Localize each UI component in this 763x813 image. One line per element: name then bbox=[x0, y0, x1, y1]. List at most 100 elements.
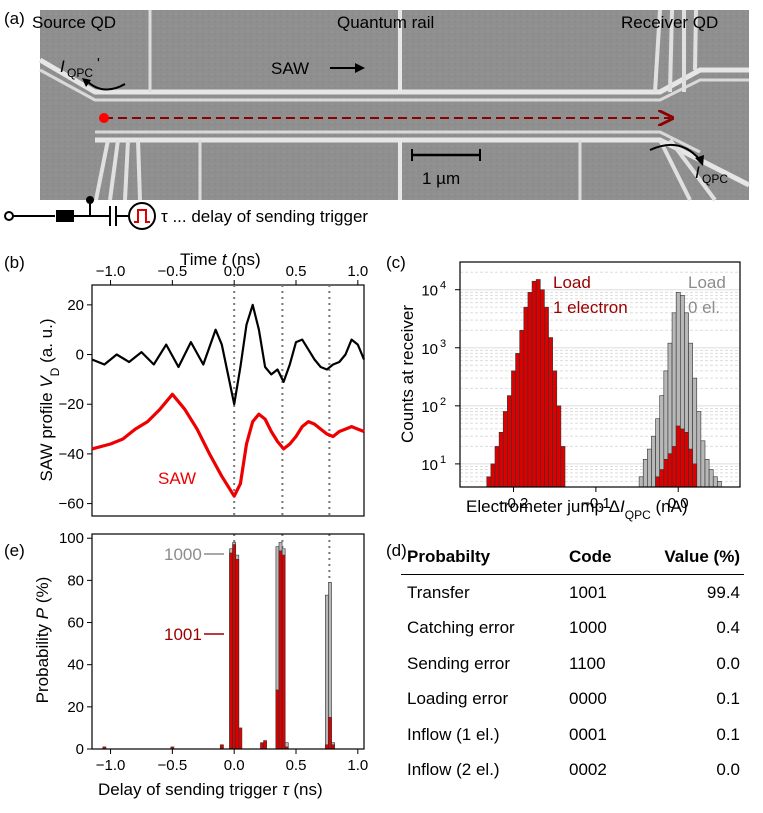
y-tick-exponent: 1 bbox=[440, 454, 446, 466]
row-value: 99.4 bbox=[706, 582, 740, 602]
row-label: Inflow (1 el.) bbox=[407, 724, 500, 744]
bar-load-1 bbox=[535, 279, 541, 488]
bar-load-1 bbox=[502, 411, 508, 488]
panel-label-b: (b) bbox=[4, 253, 25, 272]
table-row: Sending error 1100 0.0 bbox=[401, 646, 744, 682]
row-code: 1000 bbox=[569, 618, 607, 638]
row-label: Sending error bbox=[407, 653, 511, 673]
x-tick-label: −0.5 bbox=[158, 757, 188, 774]
bar-1001 bbox=[275, 689, 280, 750]
header-probability: Probabilty bbox=[407, 547, 491, 566]
y-tick-label: 0 bbox=[76, 347, 84, 364]
y-tick-label: −40 bbox=[59, 446, 84, 463]
row-code: 0001 bbox=[569, 724, 607, 744]
bar-load-1 bbox=[507, 395, 512, 488]
row-code: 0000 bbox=[569, 689, 607, 709]
bar-load-0 bbox=[651, 435, 656, 488]
annotation-1000: 1000 bbox=[164, 545, 202, 564]
x-tick-label: 0.5 bbox=[286, 263, 307, 280]
trigger-circuit bbox=[4, 196, 156, 230]
row-code: 1100 bbox=[569, 653, 606, 673]
y-tick-label: −60 bbox=[59, 496, 84, 513]
header-value: Value (%) bbox=[664, 547, 740, 566]
svg-text:QPC: QPC bbox=[67, 66, 93, 80]
y-tick-label: 10 bbox=[421, 457, 438, 474]
bar-load-1 bbox=[671, 446, 677, 488]
y-tick-label: 40 bbox=[67, 657, 84, 674]
y-tick-label: −20 bbox=[59, 396, 84, 413]
bar-load-1 bbox=[688, 448, 693, 488]
row-value: 0.4 bbox=[716, 618, 740, 638]
bar-load-1 bbox=[539, 289, 545, 488]
x-tick-label: −0.1 bbox=[581, 495, 611, 512]
row-value: 0.1 bbox=[716, 689, 740, 709]
table-row: Loading error 0000 0.1 bbox=[401, 682, 744, 718]
series-saw-line bbox=[91, 392, 365, 498]
chart-b-saw-profile: −1.0 −0.5 0.0 0.5 1.0 20 0 −20 −40 −60 Time t (ns)… bbox=[37, 250, 368, 517]
series-saw-label: SAW bbox=[158, 469, 196, 488]
bar-load-1 bbox=[548, 337, 553, 488]
trigger-caption: τ ... delay of sending trigger bbox=[161, 207, 368, 226]
sem-image bbox=[38, 9, 751, 202]
x-axis-label-top: Time t (ns) bbox=[180, 250, 261, 269]
bar-1001 bbox=[281, 554, 286, 750]
bar-load-1 bbox=[684, 432, 689, 488]
x-tick-label: −1.0 bbox=[96, 263, 126, 280]
bar-1001 bbox=[263, 740, 267, 750]
bar-load-1 bbox=[659, 469, 665, 488]
y-tick-exponent: 4 bbox=[440, 280, 446, 292]
bar-load-1 bbox=[679, 428, 685, 488]
rail-label: Quantum rail bbox=[337, 13, 434, 32]
svg-text:': ' bbox=[97, 55, 100, 72]
bar-load-0 bbox=[700, 440, 706, 488]
plot-frame bbox=[91, 533, 365, 750]
svg-text:I: I bbox=[695, 163, 700, 182]
bar-1001 bbox=[328, 717, 332, 750]
row-value: 0.1 bbox=[716, 724, 740, 744]
x-axis-label: Electrometer jump ΔIQPC (nA) bbox=[466, 497, 688, 522]
x-tick-label: 0.0 bbox=[668, 495, 689, 512]
bar-load-1 bbox=[494, 446, 500, 488]
y-tick-label: 0 bbox=[76, 741, 84, 758]
bar-1001 bbox=[238, 727, 243, 750]
x-axis-label: Delay of sending trigger τ (ns) bbox=[98, 780, 323, 799]
y-tick-label: 60 bbox=[67, 615, 84, 632]
series-drive-line bbox=[91, 303, 366, 406]
bar-load-1 bbox=[556, 405, 562, 488]
x-tick-label: 1.0 bbox=[347, 263, 368, 280]
svg-text:QPC: QPC bbox=[702, 172, 728, 186]
bar-load-0 bbox=[647, 448, 652, 488]
bar-load-1 bbox=[552, 370, 558, 488]
bar-load-1 bbox=[655, 476, 661, 488]
y-tick-label: 10 bbox=[421, 283, 438, 300]
y-tick-label: 20 bbox=[67, 297, 84, 314]
x-tick-label: 0.5 bbox=[286, 757, 307, 774]
header-code: Code bbox=[569, 547, 612, 566]
table-row: Inflow (2 el.) 0002 0.0 bbox=[401, 753, 744, 789]
bar-load-1 bbox=[498, 432, 504, 488]
y-tick-label: 100 bbox=[59, 530, 84, 547]
row-code: 0002 bbox=[569, 760, 607, 780]
y-tick-label: 10 bbox=[421, 399, 438, 416]
x-tick-label: 0.0 bbox=[224, 263, 245, 280]
bar-1000 bbox=[325, 594, 329, 750]
bar-load-0 bbox=[704, 458, 710, 488]
bar-1001 bbox=[331, 744, 335, 750]
x-tick-label: 1.0 bbox=[347, 757, 368, 774]
iqpc-prime-label: I QPC ' bbox=[60, 55, 100, 80]
bar-load-1 bbox=[490, 463, 496, 488]
legend-load-1-title: Load bbox=[553, 273, 591, 292]
saw-label-a: SAW bbox=[271, 59, 309, 78]
annotation-1001: 1001 bbox=[164, 625, 202, 644]
bar-load-1 bbox=[515, 353, 521, 488]
y-tick-exponent: 2 bbox=[440, 396, 446, 408]
bar-1001 bbox=[235, 558, 240, 750]
bar-load-1 bbox=[663, 458, 669, 488]
bar-load-1 bbox=[519, 329, 525, 488]
legend-load-1-sub: 1 electron bbox=[553, 298, 628, 317]
scale-bar-label: 1 µm bbox=[422, 169, 460, 188]
bar-load-1 bbox=[692, 463, 698, 488]
bar-1001 bbox=[232, 544, 237, 750]
